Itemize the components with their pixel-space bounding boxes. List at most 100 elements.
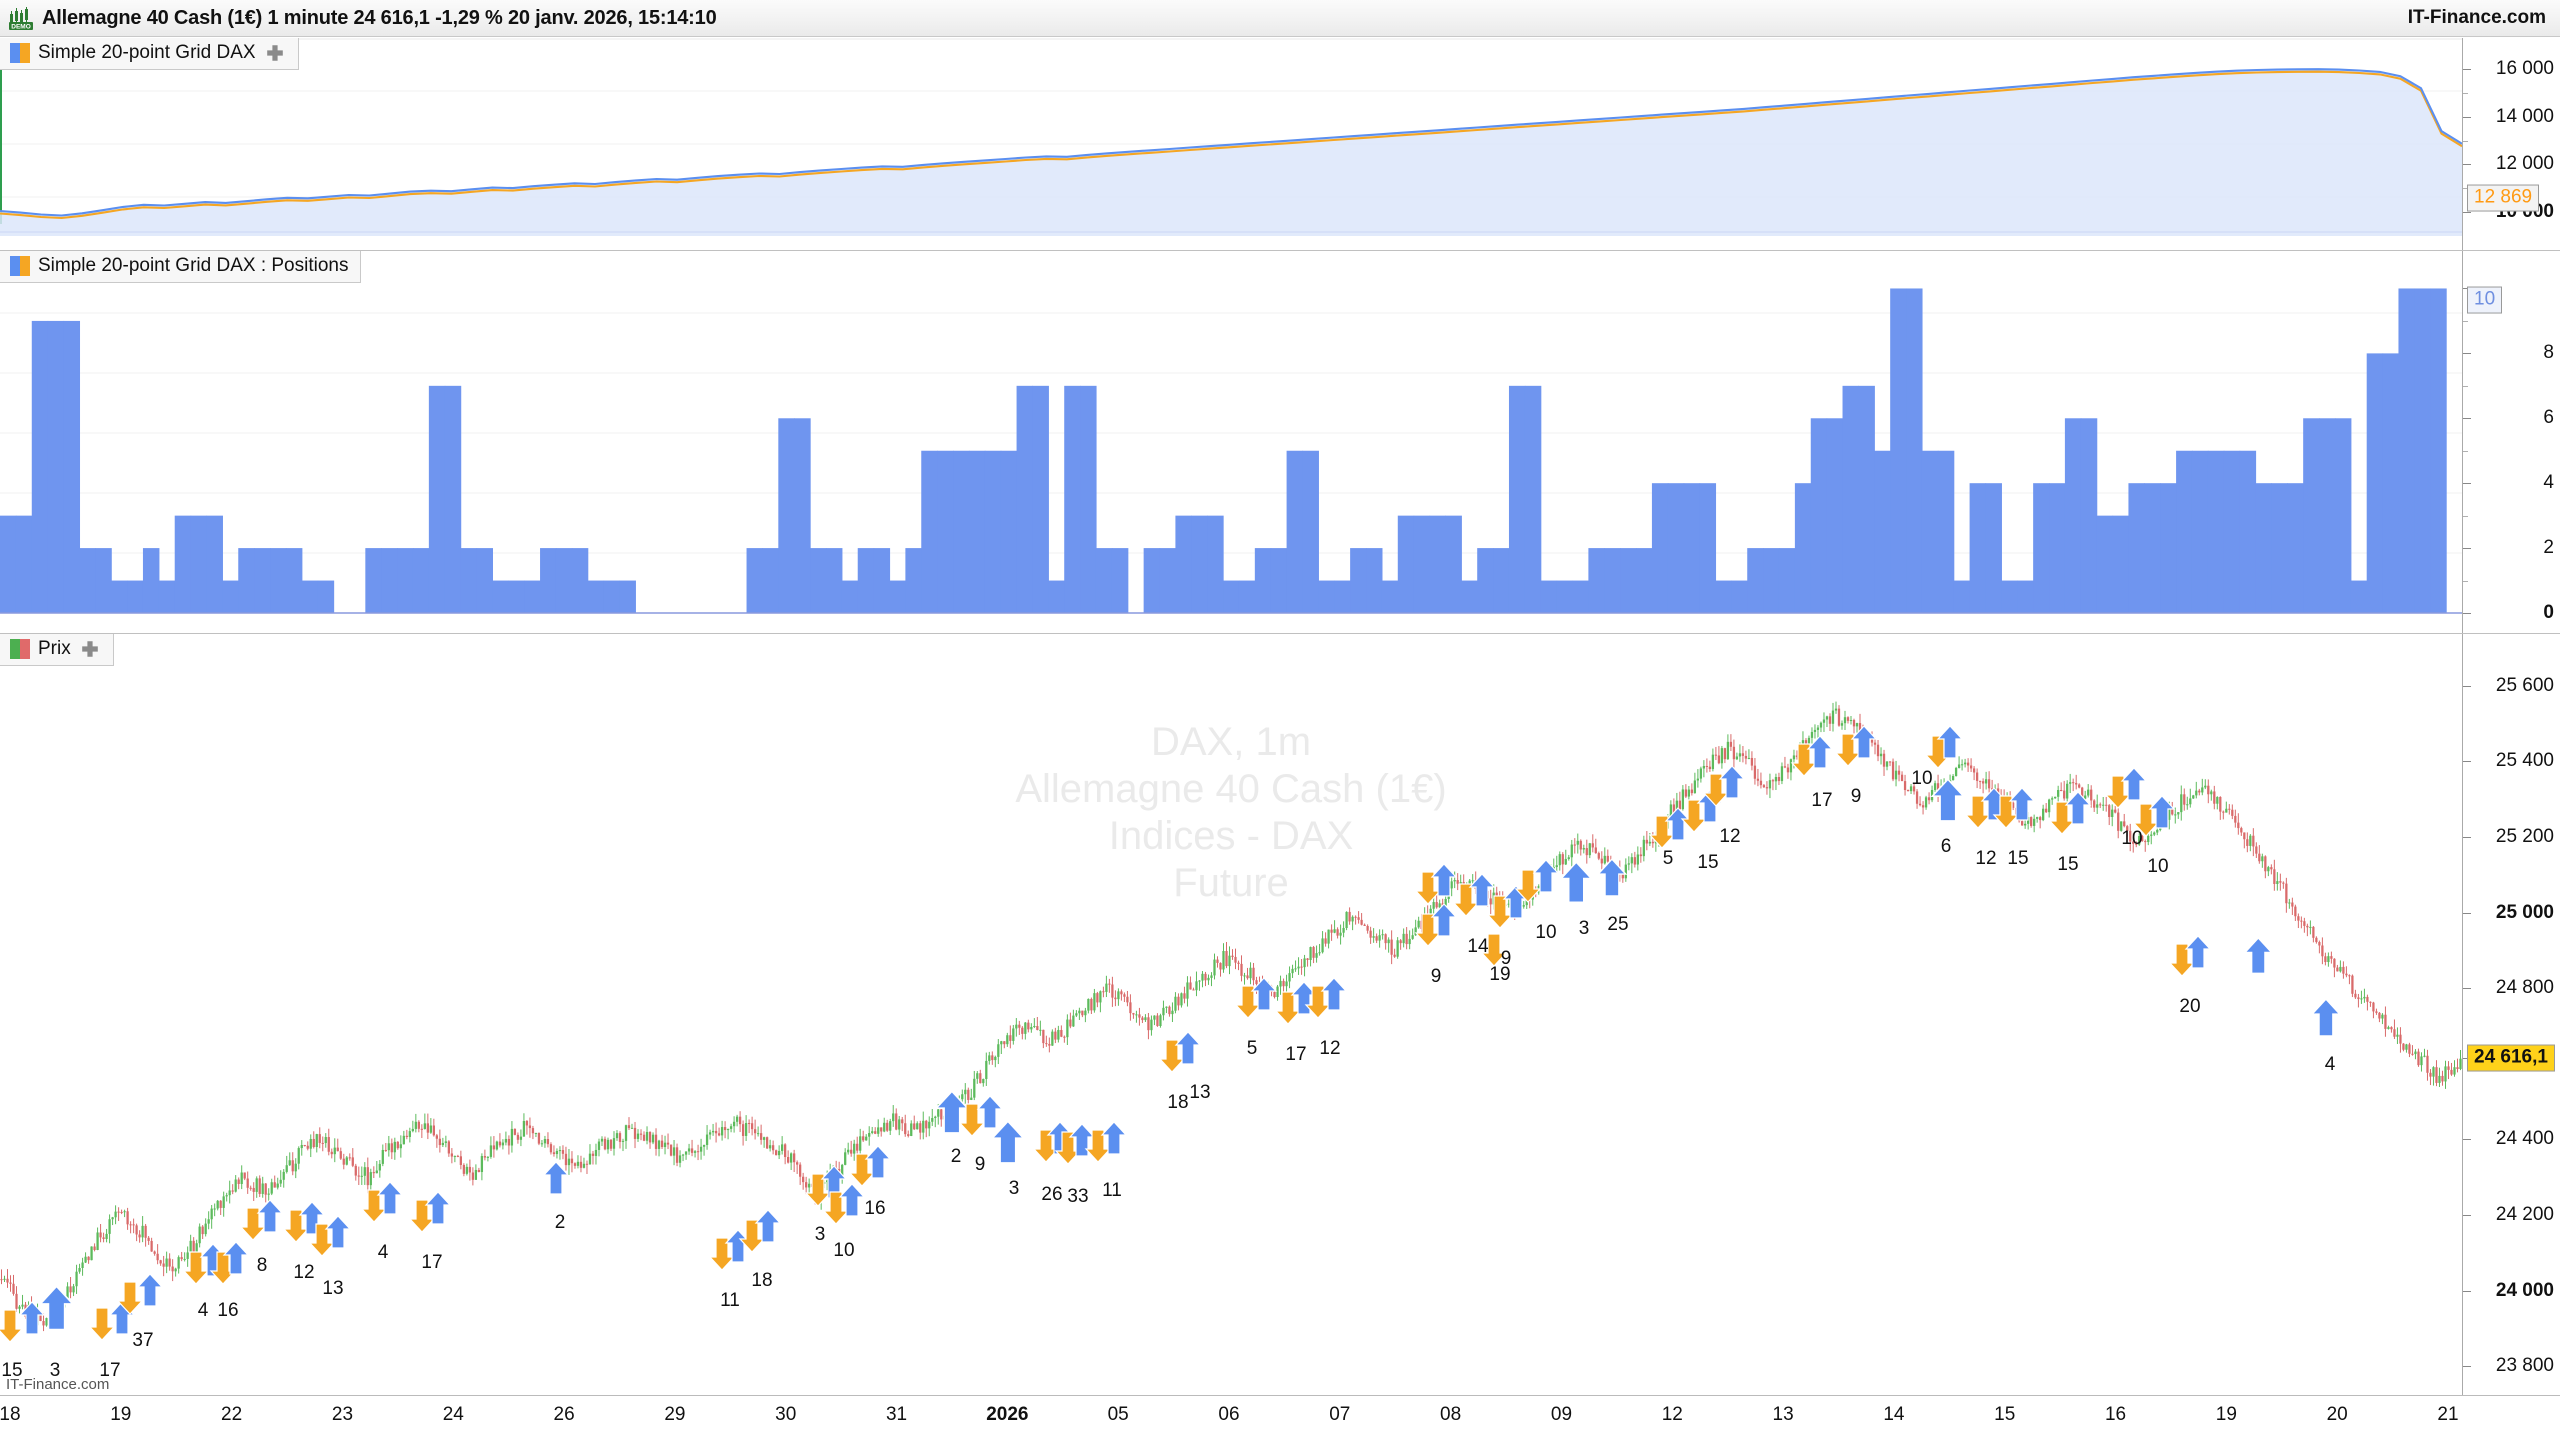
buy-marker-icon[interactable] xyxy=(754,1209,782,1243)
sell-marker-icon[interactable] xyxy=(116,1281,144,1315)
buy-marker-icon[interactable] xyxy=(2310,998,2342,1038)
buy-marker-icon[interactable] xyxy=(1174,1031,1202,1065)
buy-marker-icon[interactable] xyxy=(2120,767,2148,801)
buy-marker-icon[interactable] xyxy=(376,1181,404,1215)
buy-marker-icon[interactable] xyxy=(1559,860,1593,904)
candle-body xyxy=(1381,934,1384,936)
positions-y-axis[interactable]: 8 6 4 2 0 10 xyxy=(2462,251,2560,633)
candle-body xyxy=(871,1131,874,1133)
candle-body xyxy=(396,1141,399,1149)
position-bar xyxy=(1207,515,1224,613)
position-bar xyxy=(2223,450,2241,613)
buy-marker-icon[interactable] xyxy=(542,1161,570,1195)
candle-body xyxy=(904,1123,907,1135)
equity-plot-area[interactable] xyxy=(0,38,2462,250)
buy-marker-icon[interactable] xyxy=(864,1145,892,1179)
plus-icon[interactable] xyxy=(264,42,286,64)
buy-marker-icon[interactable] xyxy=(136,1273,164,1307)
buy-marker-icon[interactable] xyxy=(990,1120,1026,1164)
candle-body xyxy=(2408,1044,2411,1054)
buy-marker-icon[interactable] xyxy=(1532,859,1560,893)
equity-y-axis[interactable]: 16 000 14 000 12 000 10 000 12 869 xyxy=(2462,38,2560,250)
sell-marker-icon[interactable] xyxy=(88,1307,116,1341)
x-axis[interactable]: 18 19 22 23 24 26 29 30 31 2026 05 06 07 08 09 12 13 14 15… xyxy=(0,1395,2560,1440)
panel-divider[interactable] xyxy=(0,250,2560,251)
candle-body xyxy=(1585,848,1588,856)
candle-body xyxy=(841,1164,844,1176)
plus-icon[interactable] xyxy=(79,638,101,660)
legend-price[interactable]: Prix xyxy=(0,634,114,666)
price-plot-area[interactable]: DAX, 1m Allemagne 40 Cash (1€) Indices -… xyxy=(0,634,2462,1395)
sell-marker-icon[interactable] xyxy=(0,1309,24,1343)
legend-equity[interactable]: Simple 20-point Grid DAX xyxy=(0,38,299,70)
trade-marker-label: 10 xyxy=(1911,768,1933,789)
buy-marker-icon[interactable] xyxy=(2064,791,2092,825)
buy-marker-icon[interactable] xyxy=(1718,765,1746,799)
buy-marker-icon[interactable] xyxy=(1100,1121,1128,1155)
buy-marker-icon[interactable] xyxy=(256,1199,284,1233)
trade-marker-label: 18 xyxy=(1167,1092,1189,1113)
buy-marker-icon[interactable] xyxy=(838,1183,866,1217)
candle-body xyxy=(2057,790,2060,797)
candle-body xyxy=(976,1073,979,1079)
buy-marker-icon[interactable] xyxy=(976,1095,1004,1129)
buy-marker-icon[interactable] xyxy=(1596,858,1628,898)
candle-body xyxy=(1246,975,1249,979)
candle-body xyxy=(1969,765,1973,769)
candle-body xyxy=(432,1125,435,1136)
candle-body xyxy=(1813,729,1817,732)
candle-body xyxy=(387,1143,390,1151)
candle-body xyxy=(546,1139,550,1145)
sell-marker-icon[interactable] xyxy=(958,1103,986,1137)
buy-marker-icon[interactable] xyxy=(2243,937,2273,975)
position-bar xyxy=(1111,548,1129,613)
buy-marker-icon[interactable] xyxy=(2148,795,2176,829)
candle-body xyxy=(1747,757,1751,759)
position-bar xyxy=(1016,385,1034,613)
corner-watermark: IT-Finance.com xyxy=(6,1376,110,1393)
candle-body xyxy=(201,1226,204,1235)
buy-marker-icon[interactable] xyxy=(1930,778,1966,822)
buy-marker-icon[interactable] xyxy=(1430,903,1458,937)
candle-body xyxy=(2237,822,2240,829)
position-bar xyxy=(1985,483,2002,613)
candle-body xyxy=(270,1182,273,1194)
buy-marker-icon[interactable] xyxy=(2008,787,2036,821)
buy-marker-icon[interactable] xyxy=(222,1241,250,1275)
candle-body xyxy=(321,1142,324,1144)
candle-body xyxy=(1879,753,1883,757)
positions-plot-area[interactable] xyxy=(0,251,2462,633)
buy-marker-icon[interactable] xyxy=(1320,977,1348,1011)
candle-body xyxy=(1912,786,1916,792)
position-bar xyxy=(1191,515,1208,613)
candle-body xyxy=(306,1145,309,1149)
buy-marker-icon[interactable] xyxy=(424,1191,452,1225)
buy-marker-icon[interactable] xyxy=(324,1215,352,1249)
panel-divider[interactable] xyxy=(0,633,2560,634)
buy-marker-icon[interactable] xyxy=(1850,725,1878,759)
buy-marker-icon[interactable] xyxy=(1468,873,1496,907)
candle-body xyxy=(925,1120,928,1129)
candle-body xyxy=(1453,880,1456,882)
legend-positions[interactable]: Simple 20-point Grid DAX : Positions xyxy=(0,251,362,283)
position-bar xyxy=(825,548,843,613)
candle-body xyxy=(1003,1041,1006,1045)
candle-body xyxy=(2390,1027,2393,1030)
sell-marker-icon[interactable] xyxy=(1480,933,1508,967)
buy-marker-icon[interactable] xyxy=(38,1285,76,1331)
candle-body xyxy=(2417,1051,2420,1066)
buy-marker-icon[interactable] xyxy=(1430,863,1458,897)
candle-body xyxy=(2348,975,2351,977)
x-axis-label: 30 xyxy=(775,1404,797,1425)
candle-body xyxy=(774,1150,778,1156)
buy-marker-icon[interactable] xyxy=(1806,735,1834,769)
buy-marker-icon[interactable] xyxy=(1936,725,1964,759)
buy-marker-icon[interactable] xyxy=(2184,935,2212,969)
candle-body xyxy=(576,1161,580,1166)
price-y-axis[interactable]: 25 600 25 400 25 200 25 000 24 800 24 400 24 2… xyxy=(2462,634,2560,1395)
sell-marker-icon[interactable] xyxy=(1514,869,1542,903)
candle-body xyxy=(2141,836,2144,842)
buy-marker-icon[interactable] xyxy=(18,1301,46,1335)
buy-marker-icon[interactable] xyxy=(1250,977,1278,1011)
candle-body xyxy=(2090,789,2093,801)
